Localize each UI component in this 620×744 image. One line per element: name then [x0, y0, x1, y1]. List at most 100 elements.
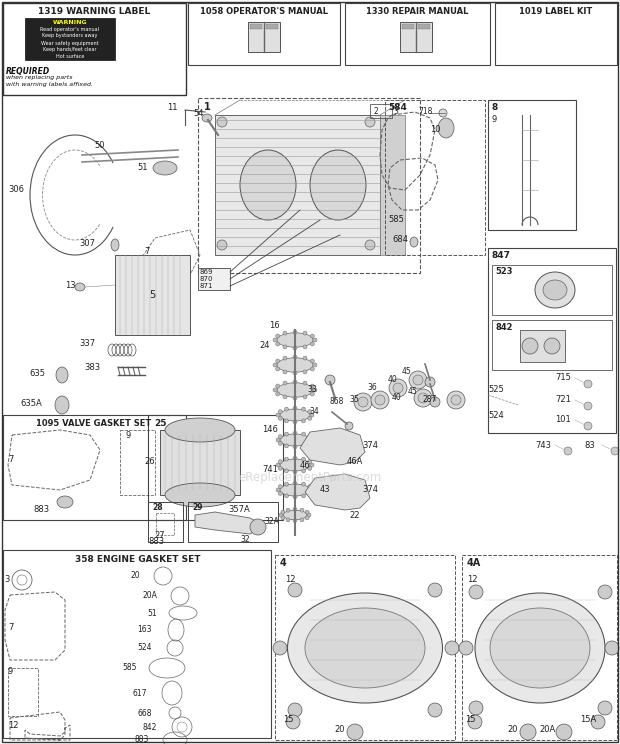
Bar	[400, 22, 432, 52]
Ellipse shape	[313, 338, 317, 342]
Ellipse shape	[288, 583, 302, 597]
Ellipse shape	[293, 371, 297, 375]
Ellipse shape	[475, 593, 605, 703]
Ellipse shape	[584, 380, 592, 388]
Ellipse shape	[273, 388, 277, 392]
Text: 101: 101	[555, 415, 571, 425]
Ellipse shape	[278, 484, 282, 489]
Ellipse shape	[303, 331, 307, 335]
Ellipse shape	[371, 391, 389, 409]
Ellipse shape	[301, 469, 306, 473]
Text: 10: 10	[430, 126, 440, 135]
Ellipse shape	[280, 484, 310, 496]
Text: 4: 4	[280, 558, 286, 568]
Ellipse shape	[520, 724, 536, 740]
Ellipse shape	[311, 392, 314, 396]
Bar	[148, 502, 183, 542]
Text: 842: 842	[143, 722, 157, 731]
Ellipse shape	[598, 701, 612, 715]
Text: Hot surface: Hot surface	[56, 54, 84, 60]
Text: 4A: 4A	[467, 558, 481, 568]
Bar	[8, 668, 38, 716]
Ellipse shape	[283, 345, 287, 349]
Ellipse shape	[293, 396, 297, 400]
Bar	[188, 502, 278, 542]
Ellipse shape	[277, 333, 313, 347]
Text: 357A: 357A	[228, 505, 250, 515]
Ellipse shape	[451, 395, 461, 405]
Ellipse shape	[345, 422, 353, 430]
Text: Keep hands/feet clear: Keep hands/feet clear	[43, 48, 97, 53]
Ellipse shape	[430, 397, 440, 407]
Text: 635: 635	[29, 368, 45, 377]
Ellipse shape	[293, 456, 297, 461]
Text: 721: 721	[555, 396, 571, 405]
Ellipse shape	[490, 608, 590, 688]
Ellipse shape	[307, 513, 311, 517]
Text: Wear safety equipment: Wear safety equipment	[41, 40, 99, 45]
Ellipse shape	[278, 410, 282, 414]
Ellipse shape	[584, 422, 592, 430]
Ellipse shape	[283, 356, 287, 360]
Ellipse shape	[300, 508, 304, 512]
Ellipse shape	[285, 419, 288, 423]
Ellipse shape	[308, 410, 312, 414]
Text: 718: 718	[418, 106, 432, 115]
Text: 524: 524	[138, 644, 152, 652]
Ellipse shape	[283, 381, 287, 385]
Bar	[115, 255, 190, 335]
Bar	[248, 22, 280, 52]
Ellipse shape	[281, 516, 285, 520]
Ellipse shape	[414, 389, 432, 407]
Ellipse shape	[425, 377, 435, 387]
Text: 374: 374	[362, 440, 378, 449]
Text: 635A: 635A	[20, 399, 42, 408]
Ellipse shape	[543, 280, 567, 300]
Ellipse shape	[293, 481, 297, 485]
Ellipse shape	[310, 488, 314, 492]
Ellipse shape	[276, 334, 280, 338]
Ellipse shape	[278, 441, 282, 446]
Text: 50: 50	[95, 141, 105, 150]
Ellipse shape	[276, 438, 280, 442]
Ellipse shape	[285, 407, 288, 411]
Text: 715: 715	[555, 373, 571, 382]
Ellipse shape	[293, 330, 297, 334]
Bar	[3, 415, 186, 520]
Text: 374: 374	[362, 486, 378, 495]
Ellipse shape	[288, 703, 302, 717]
Ellipse shape	[286, 508, 290, 512]
Ellipse shape	[276, 463, 280, 467]
Ellipse shape	[308, 417, 312, 420]
Ellipse shape	[250, 519, 266, 535]
Text: 32: 32	[240, 536, 250, 545]
Bar	[3, 3, 186, 95]
Ellipse shape	[611, 447, 619, 455]
Ellipse shape	[598, 585, 612, 599]
Ellipse shape	[439, 109, 447, 117]
Text: 9: 9	[8, 667, 13, 676]
Ellipse shape	[305, 608, 425, 688]
Ellipse shape	[293, 406, 297, 410]
Bar	[215, 115, 380, 255]
Ellipse shape	[285, 469, 288, 473]
Text: 32A: 32A	[265, 518, 280, 527]
Ellipse shape	[273, 338, 277, 342]
Ellipse shape	[293, 507, 297, 511]
Ellipse shape	[301, 494, 306, 498]
Ellipse shape	[393, 383, 403, 393]
Ellipse shape	[445, 641, 459, 655]
Ellipse shape	[286, 715, 300, 729]
Ellipse shape	[111, 239, 119, 251]
Ellipse shape	[280, 459, 310, 471]
Polygon shape	[305, 474, 370, 510]
Ellipse shape	[469, 585, 483, 599]
Ellipse shape	[283, 370, 287, 374]
Ellipse shape	[468, 715, 482, 729]
Polygon shape	[195, 512, 265, 534]
Ellipse shape	[418, 393, 428, 403]
Text: 29: 29	[192, 502, 203, 512]
Bar	[266, 24, 278, 29]
Text: 15: 15	[465, 716, 476, 725]
Text: when replacing parts: when replacing parts	[6, 75, 73, 80]
